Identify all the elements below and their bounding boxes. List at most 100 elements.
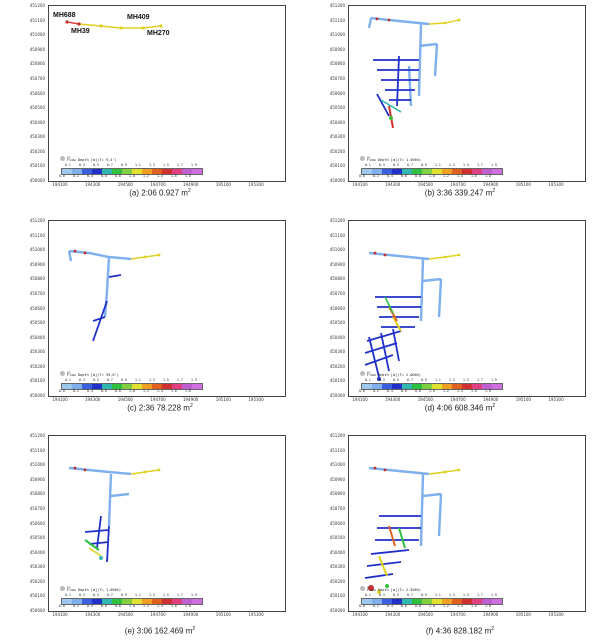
panel-d: pc Flow Depth [m](T= 2.006h) 0.1 0.3 0.5 0.7 0… [300, 215, 600, 420]
map-view-d[interactable]: pc Flow Depth [m](T= 2.006h) 0.1 0.3 0.5 0.7 0… [348, 220, 586, 397]
y-tick-label: 450900 [29, 261, 45, 267]
legend-top-label: 0.5 [93, 378, 99, 382]
legend-bottom-label: 0.2 [373, 174, 379, 178]
y-tick-label: 450600 [329, 90, 345, 96]
legend-top-label: 1.7 [477, 593, 483, 597]
legend-bottom-label: 1.8 [185, 604, 191, 608]
y-tick-label: 450100 [329, 593, 345, 599]
y-tick-label: 450100 [329, 378, 345, 384]
legend-bottom-label: 1.2 [143, 389, 149, 393]
legend-color-swatch [192, 599, 202, 604]
y-tick-label: 450500 [29, 105, 45, 111]
y-tick-label: 451000 [329, 247, 345, 253]
legend-color-swatch [412, 169, 422, 174]
x-tick-label: 194300 [85, 397, 101, 402]
caption-b: (b) 3:36 339.247 m2 [424, 188, 496, 198]
legend-top-label: 0.1 [365, 163, 371, 167]
x-tick-label: 194900 [183, 397, 199, 402]
x-tick-label: 194700 [450, 612, 466, 617]
network-plot-d [364, 251, 461, 381]
map-view-b[interactable]: pc Flow Depth [m](T= 1.506h) 0.1 0.3 0.5 0.7 0… [348, 5, 586, 182]
y-tick-label: 451100 [329, 232, 345, 238]
map-view-f[interactable]: pc Flow Depth [m](T= 2.506h) 0.1 0.3 0.5 0.7 0… [348, 435, 586, 612]
y-tick-label: 450600 [29, 305, 45, 311]
legend-a: pc Flow Depth [m](T= 9,4') 0.1 0.3 0.5 0.7 0.9… [49, 155, 285, 181]
network-plot-a [65, 20, 163, 30]
legend-top-label: 1.5 [463, 593, 469, 597]
legend-dot-icon [60, 586, 65, 591]
legend-color-swatch [372, 599, 382, 604]
legend-color-swatch [132, 169, 142, 174]
legend-color-swatch [372, 384, 382, 389]
legend-title: Flow Depth [m](T= 2.506h) [367, 588, 422, 592]
map-view-c[interactable]: pc Flow Depth [m](T= 39,0') 0.1 0.3 0.5 0.7 0.… [48, 220, 286, 397]
y-tick-label: 450100 [329, 163, 345, 169]
legend-top-label: 1.9 [491, 593, 497, 597]
legend-bottom-label: 1.2 [443, 604, 449, 608]
legend-color-swatch [182, 169, 192, 174]
x-tick-label: 194700 [450, 397, 466, 402]
legend-top-label: 1.7 [177, 378, 183, 382]
legend-top-label: 0.3 [79, 378, 85, 382]
legend-top-label: 0.5 [393, 593, 399, 597]
legend-top-label: 0.5 [93, 163, 99, 167]
panel-c: pc Flow Depth [m](T= 39,0') 0.1 0.3 0.5 0.7 0.… [0, 215, 300, 420]
legend-color-bar [361, 168, 503, 175]
y-tick-label: 450300 [329, 564, 345, 570]
y-tick-label: 450900 [329, 261, 345, 267]
legend-bottom-label: 1.2 [143, 604, 149, 608]
legend-top-label: 0.7 [107, 593, 113, 597]
legend-color-swatch [192, 169, 202, 174]
map-view-e[interactable]: pc Flow Depth [m](T= 1.006h) 0.1 0.3 0.5 0.7 0… [48, 435, 286, 612]
x-tick-label: 195300 [248, 612, 264, 617]
map-view-a[interactable]: MH688 MH409 MH39 MH270 pc Flow Depth [m](… [48, 5, 286, 182]
x-tick-label: 195100 [215, 612, 231, 617]
legend-top-label: 1.1 [135, 163, 141, 167]
legend-color-swatch [452, 384, 462, 389]
y-tick-label: 451200 [29, 3, 45, 8]
manhole-label-mh409: MH409 [127, 14, 150, 21]
legend-bottom-label: 0.8 [115, 389, 121, 393]
legend-title: Flow Depth [m](T= 1.006h) [67, 588, 122, 592]
y-tick-label: 450200 [329, 578, 345, 584]
legend-series-label: pc [67, 370, 71, 374]
panel-f: pc Flow Depth [m](T= 2.506h) 0.1 0.3 0.5 0.7 0… [300, 430, 600, 643]
legend-b: pc Flow Depth [m](T= 1.506h) 0.1 0.3 0.5 0.7 0… [349, 155, 585, 181]
y-tick-label: 450200 [29, 578, 45, 584]
x-tick-label: 194300 [85, 182, 101, 187]
legend-color-swatch [102, 599, 112, 604]
legend-color-swatch [382, 599, 392, 604]
legend-color-swatch [152, 599, 162, 604]
x-tick-label: 194100 [352, 397, 368, 402]
legend-series-label: pc [367, 370, 371, 374]
caption-a: (a) 2:06 0.927 m2 [129, 188, 191, 198]
legend-bottom-label: 1.4 [457, 389, 463, 393]
legend-bottom-label: 0.6 [101, 604, 107, 608]
legend-color-swatch [432, 384, 442, 389]
legend-top-label: 0.7 [407, 378, 413, 382]
legend-bottom-label: 1.6 [471, 174, 477, 178]
legend-bottom-label: 0.4 [87, 604, 93, 608]
y-tick-label: 450200 [29, 363, 45, 369]
x-tick-label: 194700 [450, 182, 466, 187]
x-tick-label: 194100 [52, 397, 68, 402]
legend-color-swatch [152, 169, 162, 174]
y-tick-label: 450100 [29, 163, 45, 169]
legend-color-swatch [172, 384, 182, 389]
legend-bottom-label: 0.0 [359, 604, 365, 608]
legend-color-swatch [412, 599, 422, 604]
y-tick-label: 450100 [29, 593, 45, 599]
y-tick-label: 450800 [329, 491, 345, 497]
x-tick-label: 195100 [515, 182, 531, 187]
legend-color-swatch [492, 599, 502, 604]
y-tick-label: 450300 [29, 349, 45, 355]
legend-color-swatch [362, 169, 372, 174]
legend-top-label: 1.5 [463, 163, 469, 167]
y-tick-label: 450000 [329, 178, 345, 183]
panel-b: pc Flow Depth [m](T= 1.506h) 0.1 0.3 0.5 0.7 0… [300, 0, 600, 205]
x-tick-label: 194500 [117, 182, 133, 187]
legend-bottom-label: 0.2 [73, 174, 79, 178]
legend-color-bar [61, 598, 203, 605]
x-tick-label: 195100 [215, 397, 231, 402]
y-tick-label: 450200 [329, 363, 345, 369]
